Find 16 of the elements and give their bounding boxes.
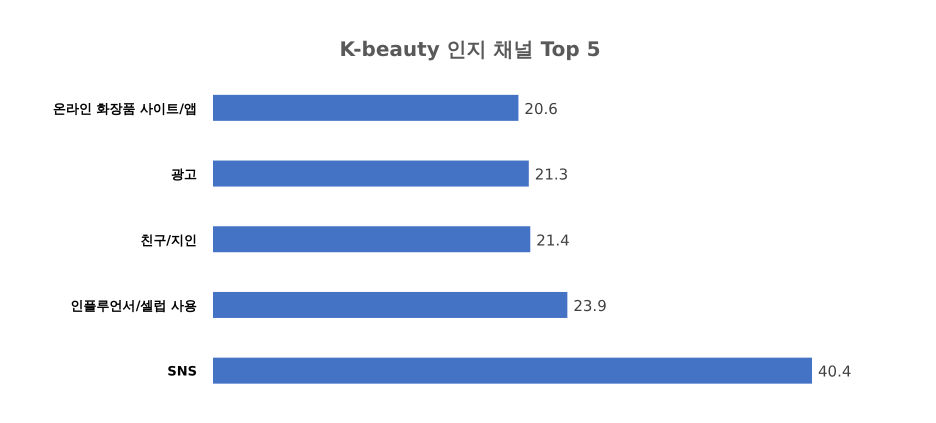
bar <box>213 358 812 384</box>
bar <box>213 160 529 187</box>
bar <box>213 292 568 318</box>
data-label: 23.9 <box>573 296 607 315</box>
y-tick-label: 인플루언서/셀럽 사용 <box>70 298 197 314</box>
y-tick-label: 온라인 화장품 사이트/앱 <box>53 102 197 117</box>
y-tick-label: 친구/지인 <box>140 233 197 248</box>
data-label: 21.3 <box>534 166 568 184</box>
chart-title: K-beauty 인지 채널 Top 5 <box>339 37 601 61</box>
y-tick-label: 광고 <box>171 168 197 183</box>
data-label: 20.6 <box>524 100 558 118</box>
bar <box>213 94 518 121</box>
bar <box>213 226 530 252</box>
y-tick-label: SNS <box>167 364 197 380</box>
data-label: 21.4 <box>536 231 570 250</box>
data-label: 40.4 <box>818 362 852 381</box>
